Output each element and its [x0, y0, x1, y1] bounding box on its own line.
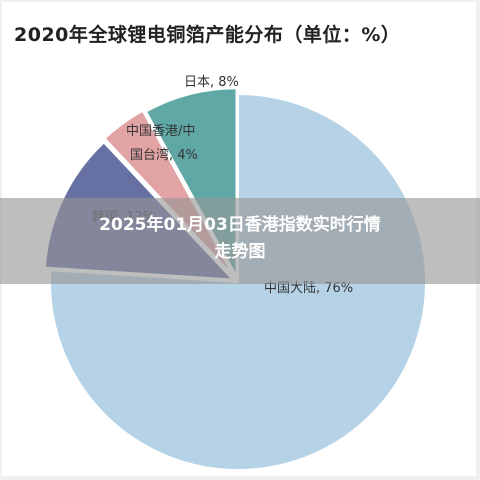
overlay-banner: [0, 198, 480, 284]
overlay-line-2: 走势图: [214, 242, 266, 262]
chart-title: 2020年全球锂电铜箔产能分布（单位：%）: [14, 24, 401, 46]
overlay-line-1: 2025年01月03日香港指数实时行情: [99, 215, 381, 235]
label-hk-tw-line2: 国台湾, 4%: [130, 147, 198, 163]
label-japan: 日本, 8%: [184, 75, 239, 90]
label-hk-tw-line1: 中国香港/中: [126, 124, 195, 139]
overlay-text: 2025年01月03日香港指数实时行情 走势图: [0, 212, 480, 266]
label-mainland: 中国大陆, 76%: [264, 280, 353, 296]
